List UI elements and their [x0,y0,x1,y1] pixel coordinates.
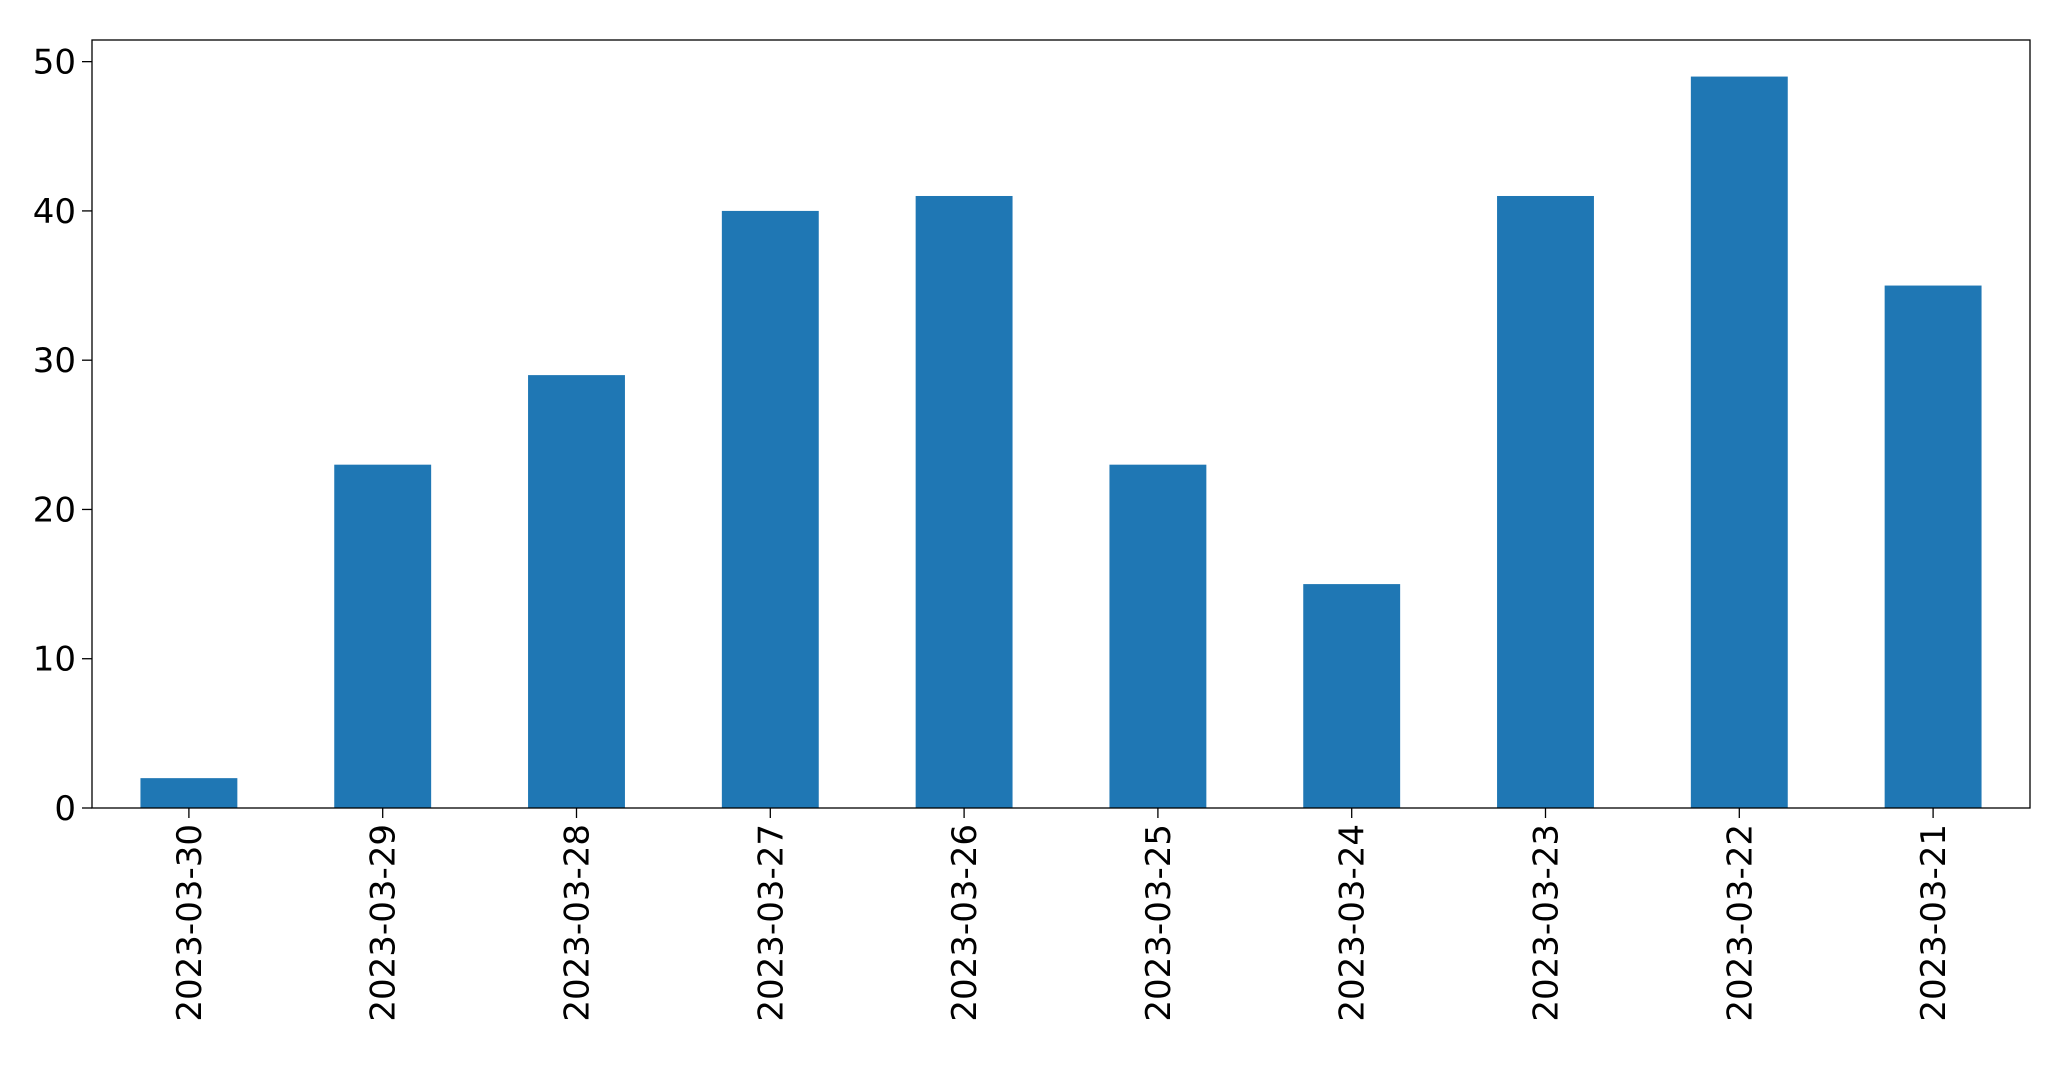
bar [721,210,819,808]
bar [1884,285,1982,808]
y-tick-label: 50 [33,43,76,83]
bar [1497,195,1594,808]
bar [140,778,238,808]
x-tick-label: 2023-03-21 [1914,824,1954,1022]
y-tick-label: 40 [33,192,76,232]
y-tick-label: 10 [33,640,76,680]
y-tick-label: 30 [33,341,76,381]
axes-frame [91,39,2031,809]
y-tick-label: 20 [33,490,76,530]
x-tick-label: 2023-03-28 [558,824,598,1022]
bar [1690,76,1788,809]
x-tick-label: 2023-03-27 [751,824,791,1022]
y-tick-label: 0 [54,789,76,829]
x-tick-label: 2023-03-25 [1139,824,1179,1022]
bar [528,375,625,808]
x-tick-label: 2023-03-22 [1720,824,1760,1022]
x-tick-label: 2023-03-24 [1333,824,1373,1022]
x-tick-label: 2023-03-26 [945,824,985,1022]
x-tick-label: 2023-03-23 [1527,824,1567,1022]
bar [915,195,1013,808]
bar [1303,584,1401,808]
x-tick-label: 2023-03-29 [364,824,404,1022]
bar [334,464,432,808]
x-tick-label: 2023-03-30 [170,824,210,1022]
bar [1109,464,1207,808]
